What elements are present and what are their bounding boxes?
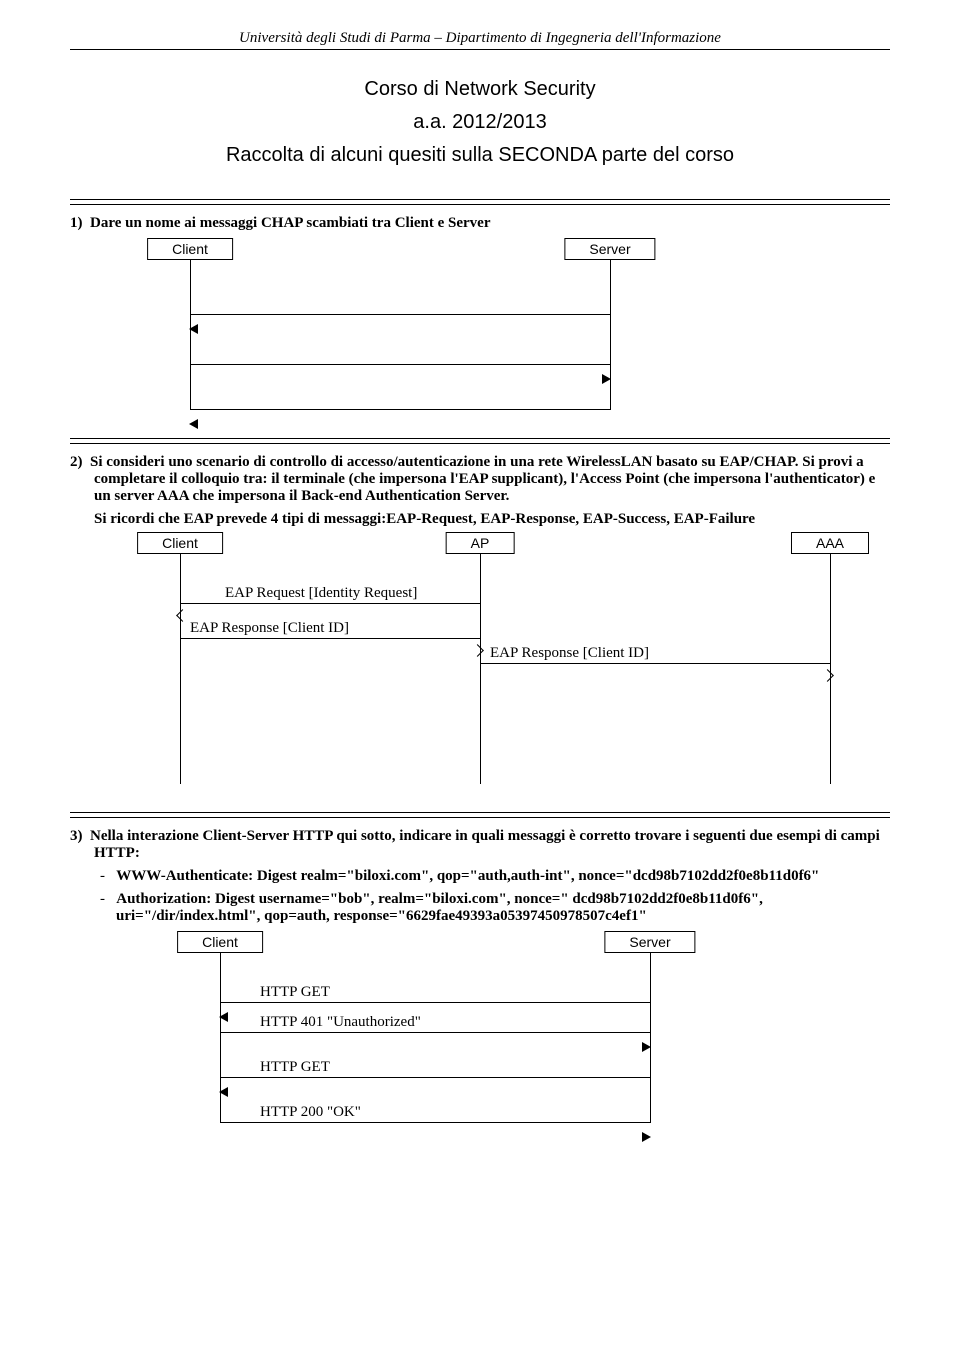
item-text: WWW-Authenticate: Digest realm="biloxi.c… — [116, 868, 819, 884]
message: HTTP 200 "OK" — [220, 1108, 650, 1126]
participant: AP — [446, 532, 515, 554]
question-1: 1) Dare un nome ai messaggi CHAP scambia… — [70, 215, 890, 232]
participant: Client — [177, 931, 263, 953]
message-arrow — [220, 1002, 650, 1003]
message-arrow — [190, 314, 610, 315]
message-label: HTTP 401 "Unauthorized" — [260, 1014, 421, 1031]
question-text: Nella interazione Client-Server HTTP qui… — [90, 828, 880, 861]
course-year: a.a. 2012/2013 — [70, 111, 890, 134]
message-label: EAP Response [Client ID] — [190, 620, 349, 637]
lifeline — [650, 953, 651, 1123]
message — [190, 395, 610, 413]
participant: AAA — [791, 532, 869, 554]
dash: - — [100, 868, 105, 884]
participant-box: Client — [137, 532, 223, 554]
message-arrow — [220, 1122, 650, 1123]
participant-box: Client — [177, 931, 263, 953]
question-number: 1) — [70, 215, 83, 231]
participant: Client — [147, 238, 233, 260]
lifeline — [830, 554, 831, 784]
question-3-item1: - WWW-Authenticate: Digest realm="biloxi… — [70, 868, 890, 885]
message-arrow — [220, 1077, 650, 1078]
divider — [70, 438, 890, 439]
page-header: Università degli Studi di Parma – Dipart… — [70, 30, 890, 50]
message-arrow — [190, 409, 610, 410]
lifeline — [610, 260, 611, 410]
message-arrow — [180, 603, 480, 604]
message-label: HTTP 200 "OK" — [260, 1104, 361, 1121]
divider — [70, 443, 890, 444]
sequence-diagram-q3: Client Server HTTP GET HTTP 401 "Unauthoriz… — [130, 931, 890, 1131]
divider — [70, 204, 890, 205]
question-text: Si consideri uno scenario di controllo d… — [90, 454, 875, 504]
message: EAP Request [Identity Request] — [180, 589, 480, 607]
divider — [70, 812, 890, 813]
participant-box: Server — [604, 931, 695, 953]
message-label: HTTP GET — [260, 984, 330, 1001]
lifeline — [190, 260, 191, 410]
message: EAP Response [Client ID] — [480, 649, 830, 667]
message-label: EAP Response [Client ID] — [490, 645, 649, 662]
lifeline — [480, 554, 481, 784]
divider — [70, 817, 890, 818]
message-label: EAP Request [Identity Request] — [225, 585, 417, 602]
sequence-diagram-q1: Client Server — [130, 238, 890, 418]
question-2-line2: Si ricordi che EAP prevede 4 tipi di mes… — [70, 511, 890, 528]
question-text: Dare un nome ai messaggi CHAP scambiati … — [90, 215, 491, 231]
message: HTTP 401 "Unauthorized" — [220, 1018, 650, 1036]
question-3-item2: - Authorization: Digest username="bob", … — [70, 891, 890, 925]
message-label: HTTP GET — [260, 1059, 330, 1076]
message: HTTP GET — [220, 988, 650, 1006]
message-arrow — [190, 364, 610, 365]
message: HTTP GET — [220, 1063, 650, 1081]
participant: Client — [137, 532, 223, 554]
message-arrow — [480, 663, 830, 664]
lifeline — [220, 953, 221, 1123]
dash: - — [100, 891, 105, 907]
participant: Server — [564, 238, 655, 260]
document-subtitle: Raccolta di alcuni quesiti sulla SECONDA… — [70, 144, 890, 167]
message — [190, 350, 610, 368]
message-arrow — [180, 638, 480, 639]
sequence-diagram-q2: Client AP AAA EAP Request [Identity Request… — [130, 532, 890, 792]
item-text: Authorization: Digest username="bob", re… — [116, 891, 763, 924]
divider — [70, 199, 890, 200]
question-3: 3) Nella interazione Client-Server HTTP … — [70, 828, 890, 862]
course-title: Corso di Network Security — [70, 78, 890, 101]
participant-box: AAA — [791, 532, 869, 554]
question-number: 2) — [70, 454, 83, 470]
question-2: 2) Si consideri uno scenario di controll… — [70, 454, 890, 505]
participant-box: Server — [564, 238, 655, 260]
participant-box: Client — [147, 238, 233, 260]
message — [190, 300, 610, 318]
participant: Server — [604, 931, 695, 953]
question-number: 3) — [70, 828, 83, 844]
message: EAP Response [Client ID] — [180, 624, 480, 642]
participant-box: AP — [446, 532, 515, 554]
message-arrow — [220, 1032, 650, 1033]
